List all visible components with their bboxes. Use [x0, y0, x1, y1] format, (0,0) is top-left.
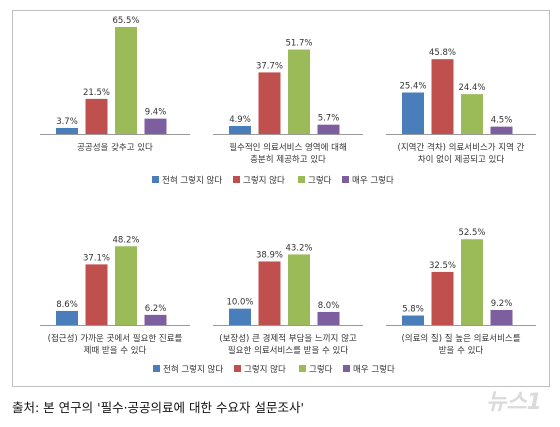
category-label: (지역간 격차) 의료서비스가 지역 간	[398, 142, 525, 153]
data-label: 9.2%	[491, 299, 513, 309]
data-label: 24.4%	[458, 83, 485, 93]
data-label: 4.9%	[229, 115, 251, 125]
bar	[258, 261, 281, 325]
bar	[490, 126, 513, 134]
data-label: 10.0%	[226, 298, 253, 308]
bar	[229, 125, 251, 134]
bar	[288, 49, 310, 134]
category-label: 필요한 의료서비스를 받을 수 있다	[228, 345, 348, 356]
legend-swatch	[152, 176, 159, 183]
bar	[402, 315, 424, 325]
bar	[402, 92, 424, 134]
bar	[115, 246, 137, 325]
category-label: (접근성) 가까운 곳에서 필요한 진료를	[48, 333, 183, 344]
legend-label: 매우 그렇다	[353, 364, 395, 375]
bar	[461, 239, 483, 325]
legend-label: 그렇지 않다	[243, 175, 285, 186]
data-label: 9.4%	[145, 108, 167, 118]
bar	[490, 309, 513, 325]
legend-label: 전혀 그렇지 않다	[162, 175, 222, 186]
bar	[317, 311, 340, 325]
legend-swatch	[342, 176, 349, 183]
data-label: 6.2%	[145, 304, 167, 314]
legend-swatch	[298, 176, 305, 183]
legend-swatch	[233, 176, 240, 183]
bar	[56, 310, 78, 325]
data-label: 32.5%	[429, 261, 456, 271]
bar	[229, 308, 251, 325]
category-label: 충분히 제공하고 있다	[250, 154, 326, 165]
data-label: 38.9%	[256, 250, 283, 260]
data-label: 21.5%	[83, 88, 110, 98]
data-label: 5.8%	[402, 305, 424, 315]
data-label: 8.6%	[56, 300, 78, 310]
data-label: 3.7%	[56, 117, 78, 127]
bar	[431, 59, 454, 134]
bar	[258, 72, 281, 134]
source-caption: 출처: 본 연구의 '필수·공공의료에 대한 수요자 설문조사'	[12, 400, 304, 415]
legend-label: 전혀 그렇지 않다	[163, 364, 223, 375]
bar	[85, 264, 108, 325]
bar	[115, 27, 137, 134]
data-label: 51.7%	[285, 39, 312, 49]
bar	[288, 254, 310, 325]
legend-swatch	[299, 365, 306, 372]
bar	[431, 271, 454, 325]
charts-canvas: 3.7% 21.5% 65.5% 9.4% 공공성을 갖추고 있다 4.9% 37.7% 51…	[40, 16, 536, 375]
category-label: 차이 없이 제공되고 있다	[418, 154, 504, 165]
legend-label: 그렇다	[308, 175, 332, 186]
bar	[56, 127, 78, 134]
news-logo-watermark: 뉴스1	[486, 390, 542, 415]
bar	[461, 94, 483, 134]
legend-swatch	[343, 365, 350, 372]
data-label: 65.5%	[112, 16, 139, 26]
data-label: 45.8%	[429, 48, 456, 58]
data-label: 37.1%	[83, 253, 110, 263]
data-label: 25.4%	[399, 82, 426, 92]
category-label: (보장성) 큰 경제적 부담을 느끼지 않고	[219, 333, 357, 344]
category-label: 받을 수 있다	[439, 345, 484, 356]
data-label: 5.7%	[318, 114, 340, 124]
category-label: 필수적인 의료서비스 영역에 대해	[229, 142, 347, 153]
legend-swatch	[153, 365, 160, 372]
legend-swatch	[234, 365, 241, 372]
data-label: 4.5%	[491, 116, 513, 126]
bar	[144, 118, 167, 134]
bar	[317, 124, 340, 134]
data-label: 43.2%	[285, 243, 312, 253]
legend-label: 그렇다	[309, 364, 333, 375]
data-label: 37.7%	[256, 61, 283, 71]
bar	[85, 98, 108, 134]
data-label: 52.5%	[458, 228, 485, 238]
bar	[144, 314, 167, 325]
legend-label: 그렇지 않다	[244, 364, 286, 375]
legend-label: 매우 그렇다	[352, 175, 394, 186]
data-label: 48.2%	[112, 235, 139, 245]
data-label: 8.0%	[318, 301, 340, 311]
category-label: 공공성을 갖추고 있다	[77, 142, 153, 153]
category-label: (의료의 질) 질 높은 의료서비스를	[401, 333, 520, 344]
category-label: 제때 받을 수 있다	[84, 345, 147, 356]
